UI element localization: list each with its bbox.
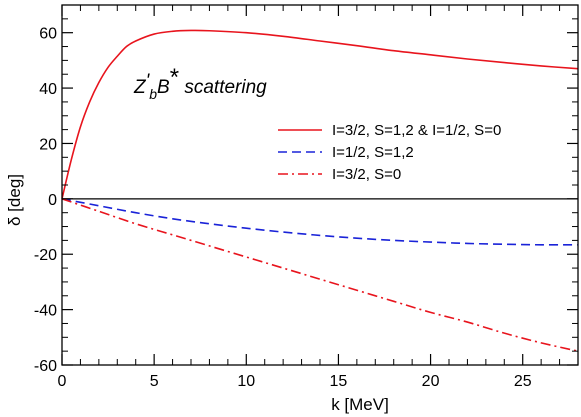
y-tick-label: -60 <box>34 358 57 375</box>
annotation-after: B <box>157 77 170 98</box>
axes <box>61 4 579 366</box>
y-tick-label: -40 <box>34 303 57 320</box>
y-axis-label: δ [deg] <box>5 174 24 226</box>
y-tick-label: 0 <box>48 192 57 209</box>
series-line-1 <box>61 29 579 200</box>
chart-annotation: Z'bB* scattering <box>133 64 267 102</box>
y-tick-label: -20 <box>34 247 57 264</box>
annotation-prime: ' <box>146 71 151 92</box>
x-tick-label: 5 <box>150 373 159 390</box>
legend: I=3/2, S=1,2 & I=1/2, S=0 I=1/2, S=1,2 I=3… <box>278 122 501 183</box>
plot-frame <box>61 4 579 366</box>
legend-label-2: I=1/2, S=1,2 <box>332 144 414 161</box>
legend-label-1: I=3/2, S=1,2 & I=1/2, S=0 <box>332 122 501 139</box>
series-line-3 <box>61 198 579 352</box>
series-lines <box>61 29 579 352</box>
series-line-2 <box>61 198 579 246</box>
y-tick-label: 60 <box>39 26 57 43</box>
ticks: 0 5 10 15 20 25 -60 -40 -20 0 20 40 60 <box>34 4 579 390</box>
x-tick-label: 10 <box>237 373 255 390</box>
x-tick-label: 20 <box>422 373 440 390</box>
x-tick-label: 0 <box>58 373 67 390</box>
annotation-main: Z <box>133 77 147 98</box>
y-tick-label: 40 <box>39 81 57 98</box>
legend-label-3: I=3/2, S=0 <box>332 166 401 183</box>
x-axis-label: k [MeV] <box>331 395 389 414</box>
annotation-subscript: b <box>149 86 157 102</box>
x-tick-label: 15 <box>330 373 348 390</box>
x-tick-label: 25 <box>514 373 532 390</box>
annotation-star: * <box>170 64 179 91</box>
y-tick-label: 20 <box>39 136 57 153</box>
annotation-tail: scattering <box>179 77 267 98</box>
